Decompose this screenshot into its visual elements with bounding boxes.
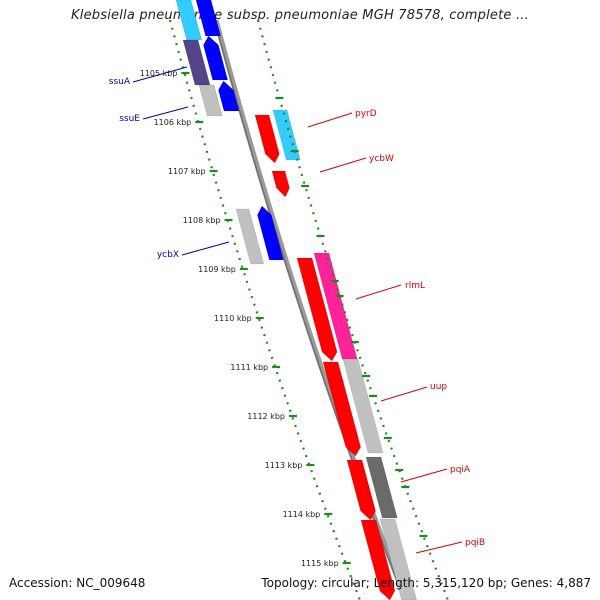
gene-leader-line <box>415 541 463 554</box>
scale-tick-label: 1106 kbp <box>154 118 192 127</box>
gene-leader-line <box>380 386 428 402</box>
cds-forward-6 <box>322 361 362 457</box>
features-group <box>175 0 417 600</box>
gene-leader-line <box>307 112 353 128</box>
accession-text: Accession: NC_009648 <box>9 576 146 590</box>
cds-forward-8 <box>346 459 376 521</box>
gene-leader-line <box>142 106 189 120</box>
scale-tick-label: 1105 kbp <box>140 69 178 78</box>
scale-tick-label: 1113 kbp <box>265 461 303 470</box>
cds-forward-4 <box>296 257 338 362</box>
cds-forward-1 <box>254 114 280 164</box>
gene-label-uup[interactable]: uup <box>430 382 447 392</box>
scale-tick-label: 1108 kbp <box>183 216 221 225</box>
ticks-group: 1105 kbp 1106 kbp 1107 kbp 1108 kbp 1109 kbp… <box>140 19 449 600</box>
cds-reverse-2 <box>195 0 221 37</box>
cds-reverse-1 <box>175 0 203 41</box>
scale-tick-label: 1115 kbp <box>301 559 339 568</box>
gene-leader-line <box>400 468 448 483</box>
labels-group: ssuA ssuE ycbX pyrD ycbW rlmL uup pqiA pqiB <box>109 66 485 554</box>
gene-label-rlmL[interactable]: rlmL <box>405 281 425 291</box>
scale-tick-label: 1112 kbp <box>247 412 285 421</box>
gene-leader-line <box>132 66 188 83</box>
cds-forward-2 <box>272 109 301 161</box>
cds-reverse-6 <box>218 80 240 112</box>
cds-forward-11 <box>379 518 417 600</box>
cds-reverse-4 <box>203 35 229 81</box>
cds-reverse-8 <box>257 205 284 261</box>
cds-forward-10 <box>360 519 396 600</box>
gene-label-pyrD[interactable]: pyrD <box>355 109 377 119</box>
cds-reverse-5 <box>198 84 223 117</box>
gene-leader-line <box>319 157 367 173</box>
scale-tick-label: 1114 kbp <box>283 510 321 519</box>
scale-tick-label: 1110 kbp <box>214 314 252 323</box>
gene-label-ycbX[interactable]: ycbX <box>157 250 179 260</box>
scale-tick-label: 1111 kbp <box>230 363 268 372</box>
scale-tick-label: 1109 kbp <box>198 265 236 274</box>
topology-summary: Topology: circular; Length: 5,315,120 bp… <box>261 576 591 590</box>
cds-forward-7 <box>342 358 384 454</box>
scale-tick-label: 1107 kbp <box>168 167 206 176</box>
gene-label-ssuE[interactable]: ssuE <box>119 114 140 124</box>
gene-label-ssuA[interactable]: ssuA <box>109 77 131 87</box>
gene-leader-line <box>181 241 230 256</box>
gene-label-pqiB[interactable]: pqiB <box>465 538 485 548</box>
cds-reverse-7 <box>235 208 265 265</box>
gene-label-ycbW[interactable]: ycbW <box>369 154 394 164</box>
gene-leader-line <box>355 284 402 300</box>
cds-forward-9 <box>365 456 398 519</box>
cds-forward-3 <box>271 170 290 198</box>
gene-label-pqiA[interactable]: pqiA <box>450 465 471 475</box>
